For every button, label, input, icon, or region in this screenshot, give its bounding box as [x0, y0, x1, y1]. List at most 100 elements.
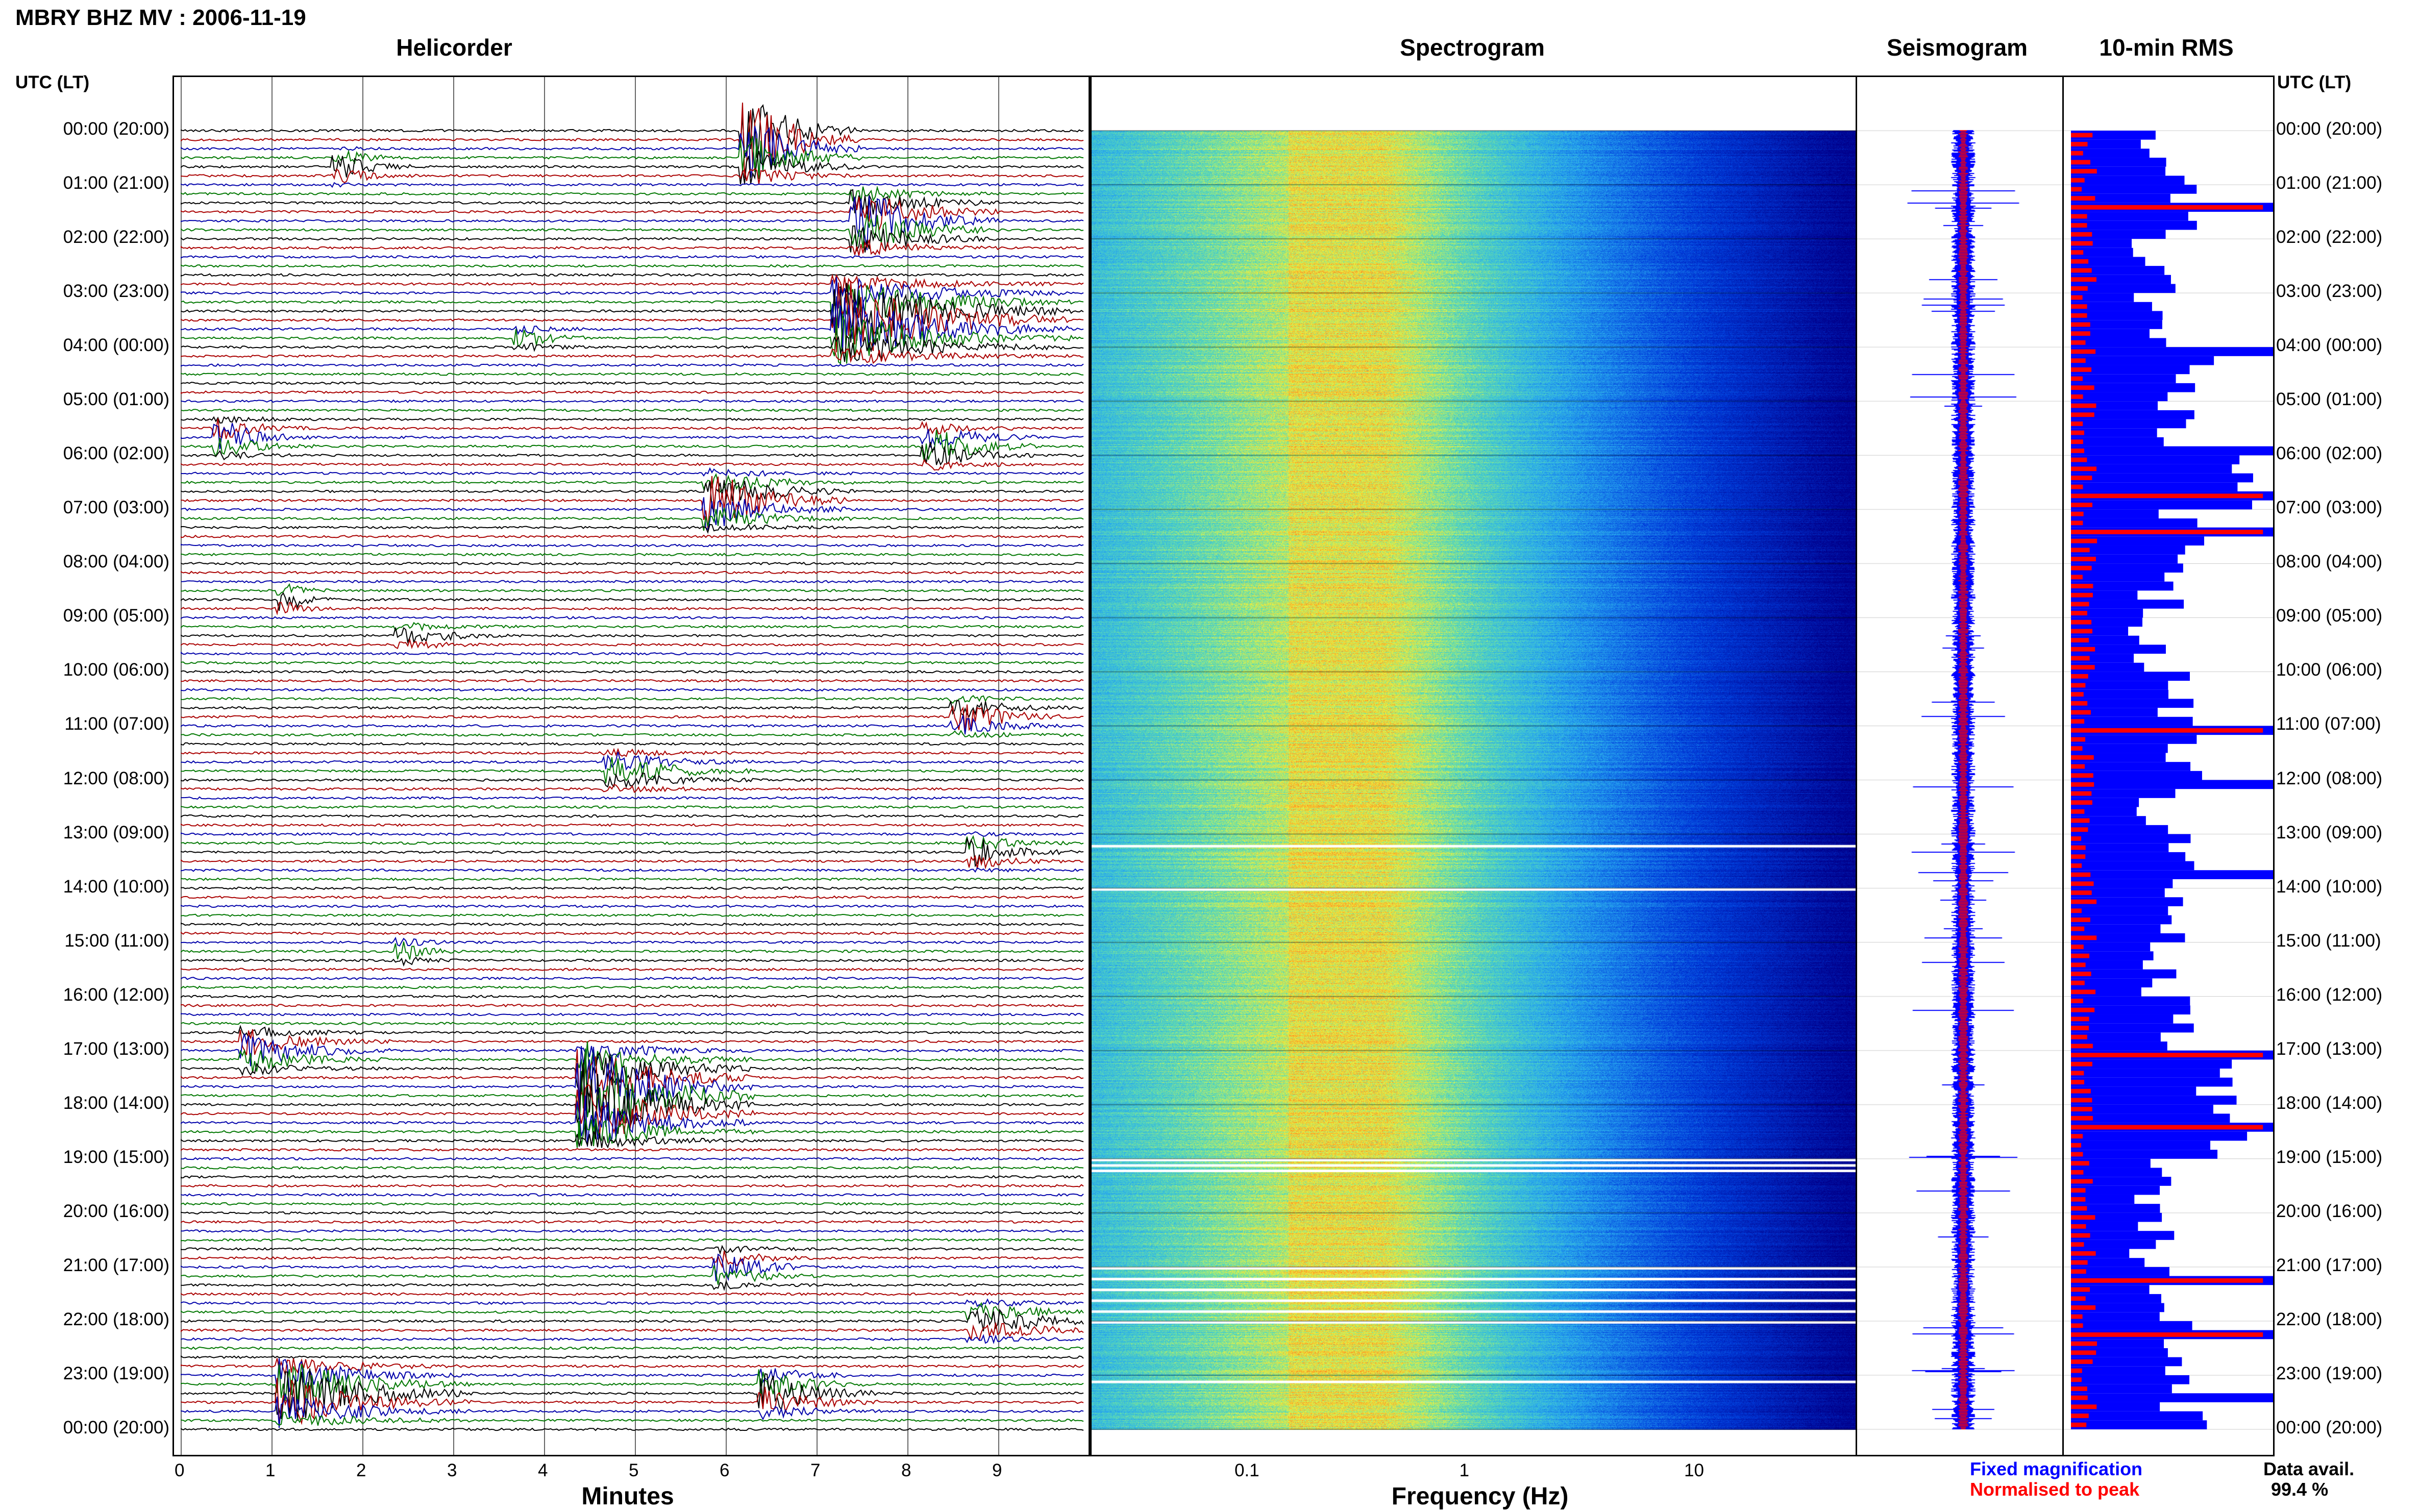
rms-bar-normalised	[2071, 349, 2096, 354]
rms-bar-normalised	[2071, 1368, 2082, 1373]
helicorder-plot	[181, 77, 1084, 1455]
minute-tick-label: 8	[901, 1460, 911, 1480]
time-label-right: 03:00 (23:00)	[2276, 281, 2383, 302]
helicorder-trace	[181, 1119, 1084, 1148]
rms-bar-normalised	[2071, 809, 2085, 814]
helicorder-trace	[181, 264, 1083, 268]
rms-bar-fixed	[2071, 825, 2168, 834]
time-label-right: 01:00 (21:00)	[2276, 173, 2383, 193]
helicorder-trace	[181, 931, 1084, 935]
rms-bar-normalised	[2071, 268, 2092, 273]
rms-bar-normalised	[2071, 493, 2263, 499]
time-label-left: 08:00 (04:00)	[63, 552, 169, 572]
time-label-right: 08:00 (04:00)	[2276, 552, 2383, 572]
minute-tick-label: 3	[447, 1460, 457, 1480]
rms-bar-normalised	[2071, 358, 2086, 363]
rms-bar-normalised	[2071, 1251, 2096, 1256]
time-label-left: 00:00 (20:00)	[63, 119, 169, 139]
helicorder-trace	[181, 1411, 1084, 1426]
rms-bar-fixed	[2071, 1357, 2182, 1367]
rms-bar-normalised	[2071, 953, 2089, 958]
rms-bar-fixed	[2071, 410, 2194, 419]
rms-bar-fixed	[2071, 1086, 2196, 1096]
rms-bar-normalised	[2071, 304, 2087, 309]
helicorder-trace	[181, 418, 1084, 439]
rms-bar-fixed	[2071, 608, 2143, 618]
rms-bar-normalised	[2071, 1017, 2089, 1022]
rms-bar-fixed	[2071, 1366, 2165, 1375]
legend-normalised-to-peak: Normalised to peak	[1970, 1479, 2140, 1500]
rms-bar-normalised	[2071, 412, 2094, 417]
rms-bar-fixed	[2071, 1321, 2192, 1330]
rms-bar-fixed	[2071, 906, 2168, 915]
rms-bar-normalised	[2071, 160, 2090, 165]
rms-bar-normalised	[2071, 142, 2088, 146]
rms-bar-normalised	[2071, 1161, 2089, 1166]
rms-bar-normalised	[2071, 205, 2263, 210]
time-label-right: 19:00 (15:00)	[2276, 1147, 2383, 1167]
helicorder-trace	[181, 1033, 1084, 1067]
rms-bar-normalised	[2071, 918, 2090, 922]
helicorder-trace	[181, 1049, 1084, 1103]
rms-bar-fixed	[2071, 1014, 2174, 1024]
helicorder-trace	[181, 273, 1084, 277]
rms-bar-normalised	[2071, 1350, 2096, 1355]
rms-bar-normalised	[2071, 773, 2093, 778]
rms-bar-normalised	[2071, 872, 2091, 877]
rms-bar-fixed	[2071, 383, 2195, 392]
rms-bar-normalised	[2071, 1305, 2096, 1310]
time-label-right: 14:00 (10:00)	[2276, 876, 2383, 897]
time-label-left: 01:00 (21:00)	[63, 173, 169, 193]
rms-bar-fixed	[2071, 500, 2252, 510]
rms-bar-normalised	[2071, 908, 2082, 913]
time-label-left: 02:00 (22:00)	[63, 227, 169, 247]
helicorder-trace	[181, 458, 1084, 471]
helicorder-trace	[181, 1368, 1084, 1421]
helicorder-trace	[181, 592, 1084, 611]
rms-bar-fixed	[2071, 1150, 2218, 1159]
time-label-left: 06:00 (02:00)	[63, 443, 169, 464]
helicorder-trace	[181, 752, 1084, 771]
rms-bar-fixed	[2071, 1158, 2151, 1168]
helicorder-trace	[181, 742, 1084, 746]
rms-bar-normalised	[2071, 1233, 2090, 1238]
rms-bar-fixed	[2071, 852, 2186, 861]
helicorder-trace	[181, 796, 1084, 800]
rms-bar-normalised	[2071, 1386, 2087, 1391]
time-label-right: 15:00 (11:00)	[2276, 930, 2381, 951]
helicorder-trace	[181, 390, 1084, 394]
helicorder-trace	[181, 1358, 1084, 1392]
rms-bar-normalised	[2071, 169, 2097, 173]
helicorder-trace	[181, 473, 1084, 493]
time-label-left: 03:00 (23:00)	[63, 281, 169, 302]
frequency-tick-label: 0.1	[1234, 1460, 1260, 1480]
minutes-axis-title: Minutes	[581, 1483, 674, 1510]
helicorder-trace	[181, 895, 1084, 899]
helicorder-trace	[181, 814, 1084, 818]
rms-bar-fixed	[2071, 482, 2238, 491]
time-label-left: 16:00 (12:00)	[63, 984, 169, 1005]
helicorder-trace	[181, 1298, 1084, 1308]
helicorder-trace	[181, 1003, 1084, 1007]
time-label-right: 07:00 (03:00)	[2276, 498, 2383, 518]
rms-bar-fixed	[2071, 302, 2152, 311]
rms-bar-normalised	[2071, 719, 2085, 724]
rms-bar-normalised	[2071, 1026, 2089, 1030]
time-label-left: 13:00 (09:00)	[63, 822, 169, 842]
rms-bar-fixed	[2071, 1375, 2189, 1384]
helicorder-trace	[181, 480, 1084, 513]
helicorder-trace	[181, 1355, 1084, 1359]
rms-bar-fixed	[2071, 1059, 2232, 1069]
helicorder-trace	[181, 467, 1084, 477]
rms-bar-normalised	[2071, 1359, 2093, 1364]
rms-bar-fixed	[2071, 1285, 2150, 1294]
rms-bar-fixed	[2071, 699, 2194, 708]
rms-bar-fixed	[2071, 419, 2186, 429]
rms-bar-fixed	[2071, 455, 2240, 464]
rms-bar-normalised	[2071, 863, 2082, 868]
rms-bar-normalised	[2071, 1414, 2089, 1418]
helicorder-trace	[181, 661, 1084, 665]
rms-bar-fixed	[2071, 1222, 2138, 1231]
rms-bar-fixed	[2071, 1032, 2161, 1042]
rms-bar-fixed	[2071, 545, 2185, 555]
